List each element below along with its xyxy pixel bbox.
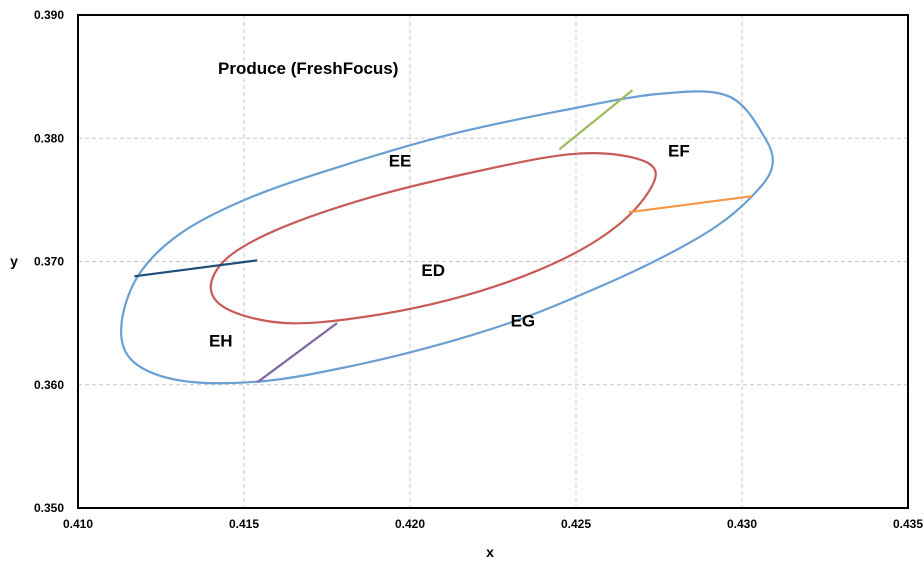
region-label-eh: EH [209,331,233,350]
x-tick-label: 0.415 [229,517,259,531]
series-group [120,89,774,385]
x-tick-label: 0.420 [395,517,425,531]
series-line-4 [134,259,258,278]
x-tick-label: 0.430 [727,517,757,531]
region-label-eg: EG [511,312,536,331]
chart-title: Produce (FreshFocus) [218,59,398,78]
series-line-5 [256,322,338,384]
region-labels: EE EF ED EG EH [209,142,690,351]
region-label-ed: ED [421,261,445,280]
y-tick-label: 0.360 [34,378,64,392]
y-tick-label: 0.380 [34,131,64,145]
region-label-ef: EF [668,142,690,161]
gridlines [78,15,908,508]
plot-area-frame [77,14,909,509]
y-tick-label: 0.350 [34,501,64,515]
y-tick-label: 0.370 [34,255,64,269]
y-tick-label: 0.390 [34,8,64,22]
x-axis-title: x [486,544,494,560]
x-tick-label: 0.410 [63,517,93,531]
series-line-0 [120,90,774,385]
y-tick-labels: 0.350 0.360 0.370 0.380 0.390 [34,8,64,515]
series-line-2 [558,89,634,151]
x-tick-labels: 0.410 0.415 0.420 0.425 0.430 0.435 [63,517,923,531]
x-tick-label: 0.435 [893,517,923,531]
series-line-1 [209,152,657,325]
x-tick-label: 0.425 [561,517,591,531]
series-line-3 [628,195,753,214]
y-axis-title: y [10,253,18,269]
region-label-ee: EE [389,151,412,170]
